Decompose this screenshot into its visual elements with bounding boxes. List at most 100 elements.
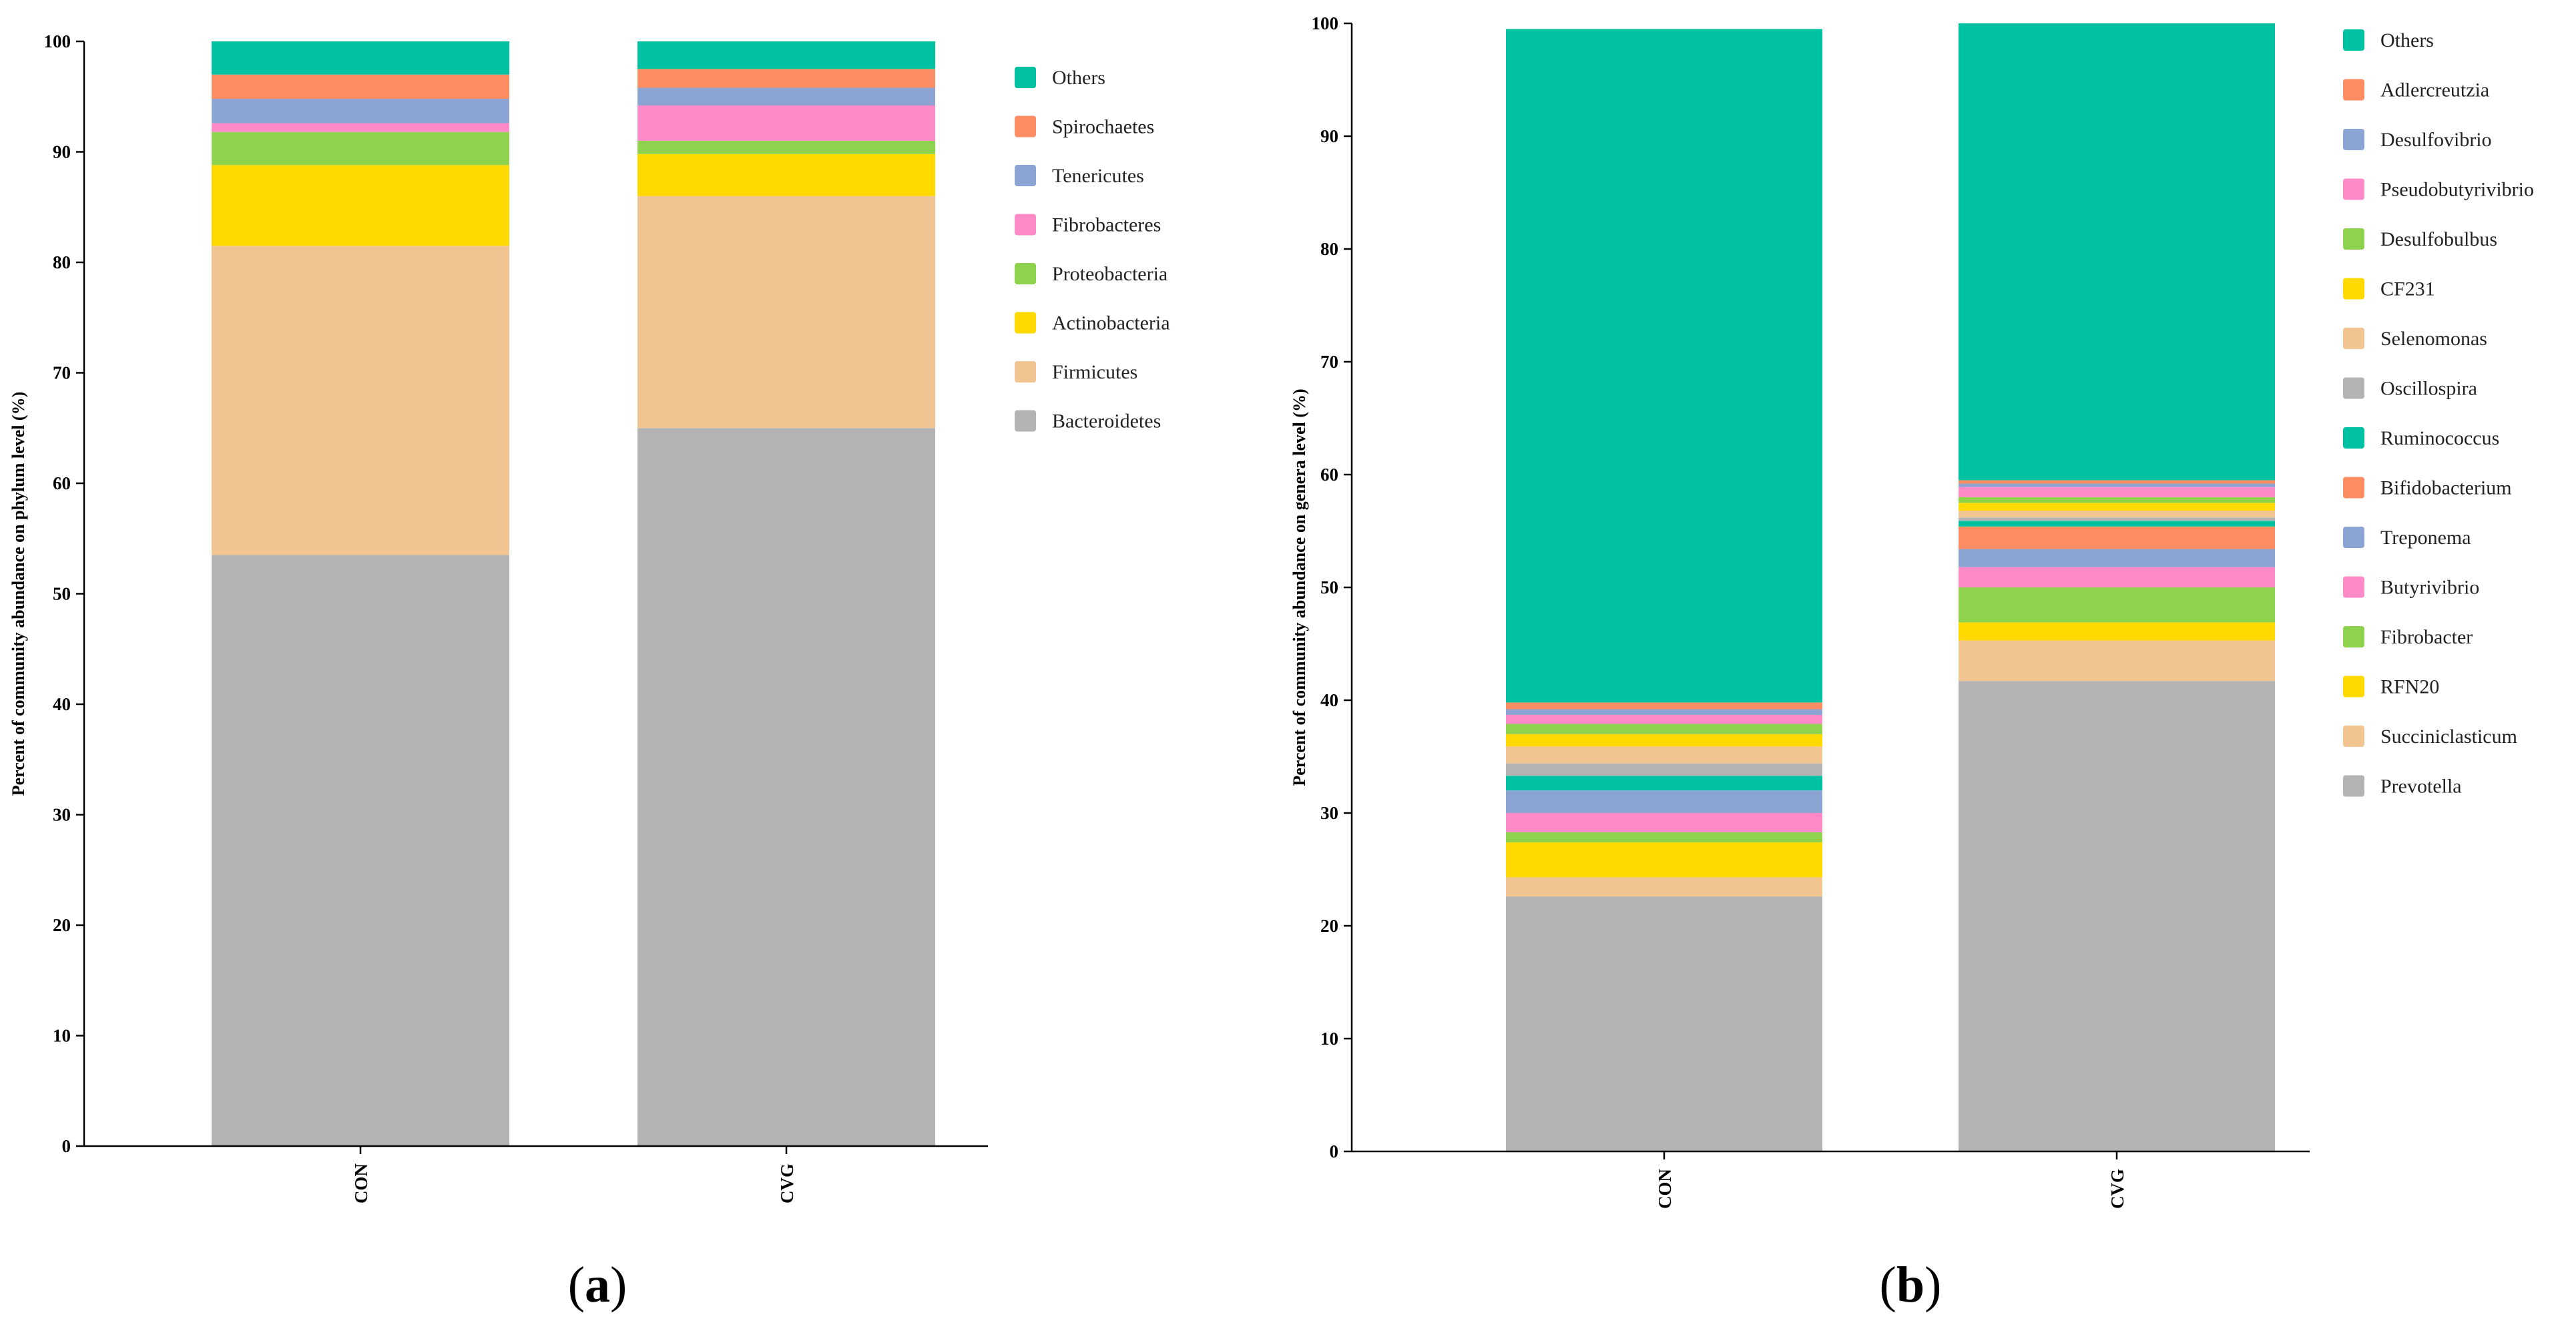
legend-label-oscillospira: Oscillospira	[2380, 378, 2477, 400]
chart-panel-b: 0 10 20 30 40 50 60 70 80 90 100 CON CVG Percent of c…	[1290, 13, 2534, 1313]
legend-label-bacteroidetes: Bacteroidetes	[1052, 411, 1161, 433]
bar-cvg-selenomonas	[1959, 511, 2275, 518]
legend-label-selenomonas: Selenomonas	[2380, 328, 2487, 350]
bar-con-proteobacteria	[212, 131, 509, 166]
legend-swatch-desulfobulbus	[2343, 228, 2364, 250]
legend-label-prevotella: Prevotella	[2380, 776, 2462, 798]
bar-con-bacteroidetes	[212, 555, 509, 1146]
bar-cvg-bacteroidetes	[637, 428, 935, 1146]
bar-cvg-proteobacteria	[637, 140, 935, 154]
panel-label-open: (	[1880, 1257, 1896, 1313]
y-tick-label: 20	[1320, 916, 1338, 936]
legend-label-bifidobacterium: Bifidobacterium	[2380, 477, 2512, 499]
y-tick-label: 0	[1330, 1141, 1339, 1161]
y-tick-label: 80	[1320, 239, 1338, 259]
legend-swatch-oscillospira	[2343, 377, 2364, 399]
y-tick-label: 40	[1320, 690, 1338, 710]
bar-cvg-spirochaetes	[637, 69, 935, 88]
y-tick-label: 20	[53, 915, 71, 935]
bar-cvg-prevotella	[1959, 681, 2275, 1151]
legend-swatch-spirochaetes	[1015, 115, 1036, 138]
legend-label-tenericutes: Tenericutes	[1052, 165, 1144, 187]
bar-con-others	[1506, 29, 1822, 703]
legend-label-pseudobutyrivibrio: Pseudobutyrivibrio	[2380, 179, 2534, 201]
legend: Others Spirochaetes Tenericutes Fibrobacter…	[1015, 67, 1170, 433]
bar-con-others	[212, 41, 509, 75]
y-tick-label: 60	[53, 473, 71, 493]
y-tick-label: 100	[44, 31, 71, 51]
y-tick-label: 10	[1320, 1029, 1338, 1049]
legend-swatch-firmicutes	[1015, 361, 1036, 382]
bar-con-selenomonas	[1506, 746, 1822, 764]
legend-swatch-fibrobacteres	[1015, 214, 1036, 236]
y-tick-label: 40	[53, 694, 71, 714]
legend-swatch-prevotella	[2343, 775, 2364, 797]
bar-con-succiniclasticum	[1506, 877, 1822, 897]
bar-con-butyrivibrio	[1506, 813, 1822, 832]
y-tick-label: 70	[53, 363, 71, 383]
bar-con-treponema	[1506, 790, 1822, 813]
legend-swatch-ruminococcus	[2343, 427, 2364, 449]
bar-cvg-desulfovibrio	[1959, 483, 2275, 487]
panel-label-open: (	[568, 1257, 585, 1313]
bar-cvg-fibrobacter	[1959, 587, 2275, 623]
panel-label-close: )	[1924, 1257, 1941, 1313]
bar-con-spirochaetes	[212, 74, 509, 99]
legend-swatch-actinobacteria	[1015, 312, 1036, 334]
legend-swatch-selenomonas	[2343, 328, 2364, 349]
bar-cvg-treponema	[1959, 549, 2275, 567]
panel-label-letter: a	[585, 1257, 610, 1313]
panel-label-letter: b	[1896, 1257, 1924, 1313]
bar-con-rfn20	[1506, 842, 1822, 878]
legend-swatch-fibrobacter	[2343, 626, 2364, 647]
bar-cvg-bifidobacterium	[1959, 526, 2275, 549]
bar-cvg-oscillospira	[1959, 517, 2275, 521]
legend-label-spirochaetes: Spirochaetes	[1052, 116, 1154, 138]
legend-label-fibrobacter: Fibrobacter	[2380, 626, 2473, 648]
legend-label-proteobacteria: Proteobacteria	[1052, 263, 1168, 285]
y-tick-label: 10	[53, 1026, 71, 1046]
legend-label-ruminococcus: Ruminococcus	[2380, 427, 2499, 449]
bar-cvg-ruminococcus	[1959, 521, 2275, 527]
y-tick-label: 30	[53, 805, 71, 825]
legend-swatch-adlercreutzia	[2343, 79, 2364, 101]
bar-cvg-firmicutes	[637, 196, 935, 429]
bar-con-pseudobutyrivibrio	[1506, 714, 1822, 724]
bar-con-desulfovibrio	[1506, 709, 1822, 715]
bar-con-firmicutes	[212, 246, 509, 555]
panel-label: (a)	[568, 1257, 627, 1313]
y-tick-label: 90	[53, 142, 71, 162]
bar-cvg-butyrivibrio	[1959, 567, 2275, 587]
bar-cvg-others	[1959, 23, 2275, 481]
y-tick-label: 50	[53, 584, 71, 604]
bar-cvg-cf231	[1959, 503, 2275, 511]
chart-panel-a: 0 10 20 30 40 50 60 70 80 90 100 CON CVG Percent of c…	[9, 31, 1170, 1313]
legend-swatch-treponema	[2343, 527, 2364, 548]
legend-swatch-succiniclasticum	[2343, 726, 2364, 747]
legend-label-rfn20: RFN20	[2380, 676, 2439, 698]
legend-label-adlercreutzia: Adlercreutzia	[2380, 79, 2489, 101]
y-axis-title: Percent of community abundance on genera…	[1290, 388, 1309, 786]
y-tick-label: 70	[1320, 352, 1338, 372]
bar-cvg-fibrobacteres	[637, 105, 935, 141]
bar-cvg-rfn20	[1959, 622, 2275, 641]
bar-con-oscillospira	[1506, 763, 1822, 776]
bar-cvg-pseudobutyrivibrio	[1959, 487, 2275, 497]
legend-label-others: Others	[1052, 67, 1105, 89]
bar-con-fibrobacter	[1506, 832, 1822, 842]
legend-label-cf231: CF231	[2380, 278, 2435, 300]
y-axis-title: Percent of community abundance on phylum…	[9, 392, 28, 796]
legend-label-actinobacteria: Actinobacteria	[1052, 312, 1170, 334]
bar-con-cf231	[1506, 734, 1822, 747]
bar-cvg-adlercreutzia	[1959, 480, 2275, 484]
legend-label-desulfobulbus: Desulfobulbus	[2380, 228, 2497, 250]
legend-swatch-pseudobutyrivibrio	[2343, 178, 2364, 200]
x-tick-label-con: CON	[1655, 1169, 1675, 1210]
legend-swatch-others	[2343, 29, 2364, 51]
legend-swatch-others	[1015, 67, 1036, 88]
x-tick-label-cvg: CVG	[2107, 1169, 2127, 1209]
legend-swatch-cf231	[2343, 278, 2364, 300]
x-tick-label-con: CON	[351, 1163, 371, 1204]
y-tick-label: 80	[53, 252, 71, 272]
bar-cvg-tenericutes	[637, 87, 935, 105]
